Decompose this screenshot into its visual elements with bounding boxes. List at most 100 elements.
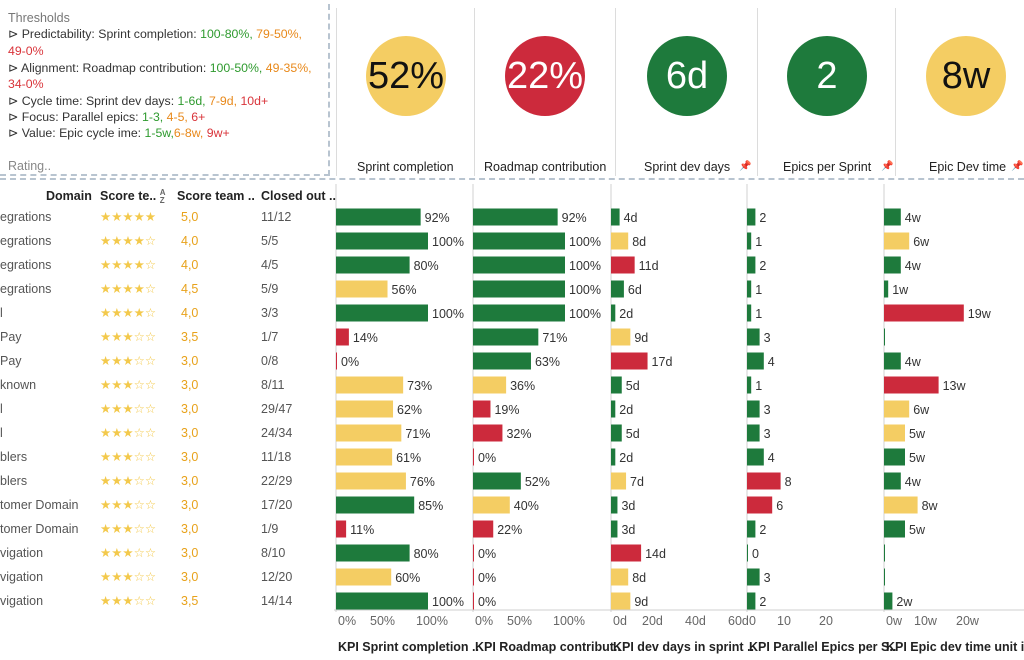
bar-1-10[interactable] [473,448,474,466]
bar-2-15[interactable] [611,568,629,586]
header-closed-out[interactable]: Closed out .. [261,189,336,203]
bar-4-13[interactable] [884,520,905,538]
bar-1-3[interactable] [473,280,565,298]
bar-1-13[interactable] [473,520,494,538]
bar-1-5[interactable] [473,328,539,346]
bar-2-11[interactable] [611,472,627,490]
rating-label[interactable]: Rating.. [8,159,52,173]
bar-2-2[interactable] [611,256,635,274]
bar-4-12[interactable] [884,496,918,514]
bar-4-14[interactable] [884,544,885,562]
bar-0-1[interactable] [336,232,428,250]
bar-3-6[interactable] [747,352,764,370]
bar-2-1[interactable] [611,232,629,250]
pin-icon[interactable]: 📌 [1011,161,1024,172]
bar-4-16[interactable] [884,592,893,610]
bar-4-11[interactable] [884,472,901,490]
bar-1-0[interactable] [473,208,558,226]
bar-0-10[interactable] [336,448,393,466]
bar-1-11[interactable] [473,472,521,490]
bar-3-0[interactable] [747,208,756,226]
bar-1-8[interactable] [473,400,491,418]
bar-1-4[interactable] [473,304,565,322]
bar-2-12[interactable] [611,496,618,514]
bar-1-7[interactable] [473,376,507,394]
bar-1-6[interactable] [473,352,531,370]
pin-icon[interactable]: 📌 [739,161,752,172]
bar-3-15[interactable] [747,568,760,586]
bar-3-11[interactable] [747,472,781,490]
axis-title[interactable]: KPI Sprint completion .. [338,640,479,654]
bar-1-12[interactable] [473,496,510,514]
axis-title[interactable]: KPI Parallel Epics per S.. [749,640,897,654]
bar-3-8[interactable] [747,400,760,418]
bar-0-13[interactable] [336,520,347,538]
bar-3-1[interactable] [747,232,752,250]
bar-0-15[interactable] [336,568,392,586]
bar-3-7[interactable] [747,376,752,394]
bar-4-2[interactable] [884,256,901,274]
bar-2-10[interactable] [611,448,616,466]
header-domain[interactable]: Domain [46,189,92,203]
bar-0-8[interactable] [336,400,394,418]
bar-3-10[interactable] [747,448,764,466]
bar-0-5[interactable] [336,328,349,346]
bar-0-9[interactable] [336,424,402,442]
bar-4-8[interactable] [884,400,910,418]
bar-2-7[interactable] [611,376,622,394]
bar-2-8[interactable] [611,400,616,418]
bar-0-14[interactable] [336,544,410,562]
bar-2-9[interactable] [611,424,622,442]
header-score[interactable]: Score team .. [177,189,255,203]
kpi-tile-sprint-completion[interactable]: 52% Sprint completion [336,8,474,176]
bar-4-4[interactable] [884,304,964,322]
kpi-tile-roadmap-contribution[interactable]: 22% Roadmap contribution [474,8,612,176]
bar-4-15[interactable] [884,568,885,586]
bar-1-1[interactable] [473,232,565,250]
bar-0-12[interactable] [336,496,415,514]
bar-3-2[interactable] [747,256,756,274]
bar-3-4[interactable] [747,304,752,322]
bar-1-15[interactable] [473,568,474,586]
bar-3-13[interactable] [747,520,756,538]
kpi-tile-sprint-dev-days[interactable]: 6d Sprint dev days 📌 [615,8,753,176]
bar-1-2[interactable] [473,256,565,274]
bar-3-9[interactable] [747,424,760,442]
bar-2-5[interactable] [611,328,631,346]
bar-2-14[interactable] [611,544,642,562]
bar-0-0[interactable] [336,208,421,226]
bar-3-5[interactable] [747,328,760,346]
bar-0-11[interactable] [336,472,406,490]
bar-1-9[interactable] [473,424,503,442]
bar-2-0[interactable] [611,208,620,226]
bar-0-7[interactable] [336,376,404,394]
bar-3-16[interactable] [747,592,756,610]
bar-4-5[interactable] [884,328,885,346]
bar-3-14[interactable] [747,544,748,562]
bar-4-10[interactable] [884,448,905,466]
kpi-tile-epics-per-sprint[interactable]: 2 Epics per Sprint 📌 [757,8,895,176]
bar-0-2[interactable] [336,256,410,274]
axis-title[interactable]: KPI Epic dev time unit i.. [886,640,1024,654]
bar-0-4[interactable] [336,304,428,322]
bar-2-13[interactable] [611,520,618,538]
bar-2-3[interactable] [611,280,624,298]
axis-title[interactable]: KPI dev days in sprint .. [613,640,755,654]
bar-3-3[interactable] [747,280,752,298]
bar-1-14[interactable] [473,544,474,562]
bar-1-16[interactable] [473,592,474,610]
bar-0-3[interactable] [336,280,388,298]
bar-0-16[interactable] [336,592,428,610]
pin-icon[interactable]: 📌 [881,161,894,172]
axis-title[interactable]: KPI Roadmap contribut.. [475,640,621,654]
bar-2-16[interactable] [611,592,631,610]
bar-4-3[interactable] [884,280,889,298]
bar-4-6[interactable] [884,352,901,370]
bar-3-12[interactable] [747,496,773,514]
bar-4-7[interactable] [884,376,939,394]
bar-4-1[interactable] [884,232,910,250]
bar-0-6[interactable] [336,352,337,370]
bar-2-6[interactable] [611,352,648,370]
